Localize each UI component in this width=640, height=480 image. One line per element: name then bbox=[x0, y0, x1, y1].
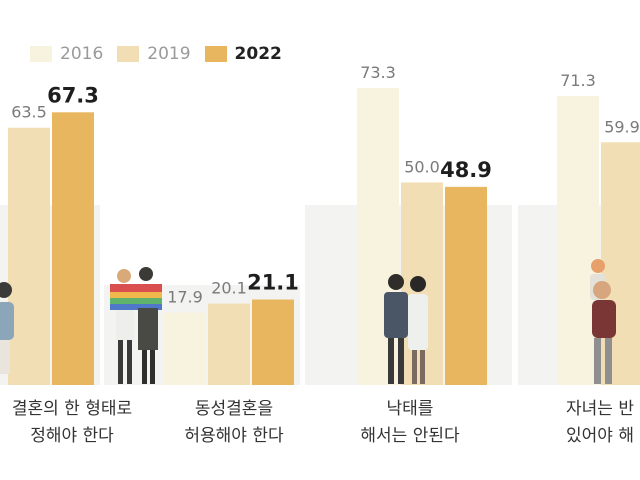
person-illustration-1 bbox=[0, 282, 14, 374]
parent-child-illustration bbox=[590, 259, 616, 384]
legend-item-2019: 2019 bbox=[117, 44, 191, 64]
legend-item-2016: 2016 bbox=[30, 44, 103, 64]
value-label-2022-cat2: 21.1 bbox=[247, 271, 299, 295]
legend-swatch-2022 bbox=[204, 46, 227, 62]
legend-item-2022: 2022 bbox=[204, 44, 282, 64]
value-label-2022-cat1: 67.3 bbox=[47, 83, 99, 107]
value-label-2019-cat1: 63.5 bbox=[11, 103, 47, 122]
legend-swatch-2016 bbox=[30, 46, 52, 62]
value-label-2019-cat4: 59.9 bbox=[604, 117, 640, 136]
category-label-2-line-1: 동성결혼을 bbox=[195, 399, 273, 419]
category-label-1-line-1: 결혼의 한 형태로 bbox=[12, 399, 132, 419]
category-label-2-line-2: 허용해야 한다 bbox=[184, 426, 284, 446]
value-label-2019-cat2: 20.1 bbox=[211, 279, 247, 298]
legend-label-2022: 2022 bbox=[234, 44, 282, 64]
category-label-4-line-1: 자녀는 반 bbox=[566, 399, 634, 419]
legend-label-2016: 2016 bbox=[60, 44, 104, 64]
value-label-2022-cat3: 48.9 bbox=[440, 158, 492, 182]
value-label-2019-cat3: 50.0 bbox=[404, 157, 440, 176]
bar-2022-cat1 bbox=[52, 112, 94, 386]
category-label-4-line-2: 있어야 해 bbox=[566, 426, 634, 446]
bar-2022-cat2 bbox=[252, 299, 294, 385]
couple-illustration bbox=[384, 274, 428, 384]
category-label-1-line-2: 정해야 한다 bbox=[30, 426, 114, 446]
category-label-3-line-2: 해서는 안된다 bbox=[360, 426, 460, 446]
bar-2019-cat1 bbox=[8, 127, 50, 386]
value-label-2016-cat2: 17.9 bbox=[167, 287, 203, 306]
value-label-2016-cat4: 71.3 bbox=[560, 71, 596, 90]
bar-2016-cat4 bbox=[557, 96, 599, 385]
legend: 2016 2019 2022 bbox=[0, 42, 282, 66]
bar-2019-cat2 bbox=[208, 303, 250, 385]
bar-2016-cat2 bbox=[164, 312, 206, 385]
category-label-3-line-1: 낙태를 bbox=[387, 399, 434, 419]
value-label-2016-cat3: 73.3 bbox=[360, 63, 396, 82]
bar-2022-cat3 bbox=[445, 186, 487, 385]
couple-with-flag-illustration bbox=[110, 267, 162, 384]
legend-swatch-2019 bbox=[117, 46, 140, 62]
legend-label-2019: 2019 bbox=[147, 44, 191, 64]
